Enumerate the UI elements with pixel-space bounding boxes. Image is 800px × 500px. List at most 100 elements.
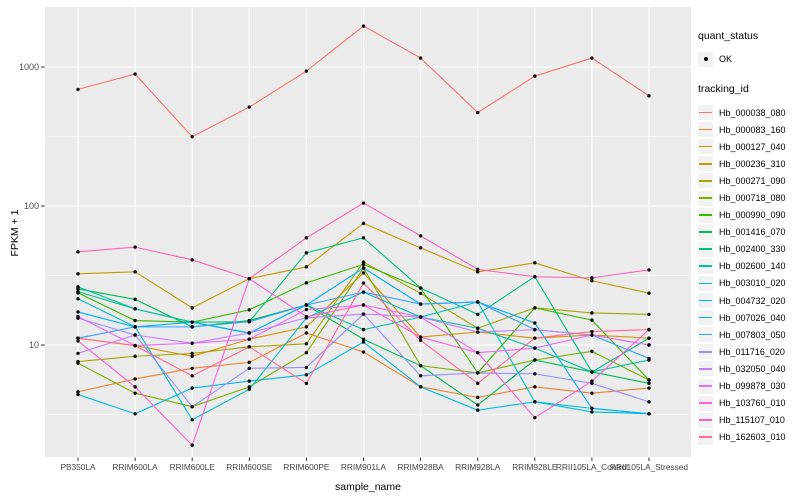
- legend-key-swatch: [698, 258, 713, 274]
- data-point: [590, 349, 594, 354]
- line-swatch-icon: [699, 162, 712, 165]
- data-point: [647, 381, 651, 386]
- legend-item-Hb_103760_010: Hb_103760_010: [698, 395, 798, 412]
- data-point: [476, 312, 480, 317]
- data-point: [361, 262, 366, 267]
- legend-item-label: Hb_000038_080: [719, 107, 786, 118]
- data-point: [476, 270, 480, 274]
- data-point: [533, 275, 537, 279]
- data-point: [476, 267, 480, 272]
- x-tick-label: PB350LA: [60, 462, 96, 472]
- legend-item-label: Hb_000083_160: [719, 124, 786, 135]
- data-point: [418, 234, 423, 238]
- legend-key-swatch: [698, 344, 713, 360]
- data-point: [190, 258, 194, 262]
- data-point: [247, 385, 251, 389]
- data-point: [133, 318, 137, 323]
- data-point: [304, 314, 309, 319]
- y-tick-label: 100: [24, 201, 39, 211]
- data-point: [76, 336, 80, 340]
- legend-key-swatch: [698, 429, 713, 445]
- data-point: [133, 377, 137, 381]
- legend-key-swatch: [698, 293, 713, 309]
- data-point: [361, 290, 366, 294]
- data-point: [190, 135, 194, 139]
- data-point: [247, 345, 251, 349]
- data-point: [476, 381, 480, 386]
- data-point: [190, 374, 194, 378]
- legend-key-swatch: [698, 139, 713, 155]
- legend-item-Hb_000038_080: Hb_000038_080: [698, 104, 798, 121]
- data-point: [533, 415, 537, 420]
- data-point: [247, 360, 251, 365]
- legend-key-swatch: [698, 395, 713, 411]
- legend: quant_status OK tracking_id Hb_000038_08…: [698, 30, 798, 446]
- legend-key-swatch: [698, 173, 713, 189]
- data-point: [590, 370, 594, 374]
- data-point: [590, 379, 594, 383]
- legend-item-label: Hb_000990_090: [719, 210, 786, 221]
- data-point: [533, 261, 537, 265]
- data-point: [190, 418, 194, 422]
- data-point: [133, 72, 137, 76]
- data-point: [590, 276, 594, 280]
- x-axis-title: sample_name: [335, 481, 401, 493]
- line-swatch-icon: [699, 265, 712, 268]
- line-swatch-icon: [699, 282, 712, 285]
- data-point: [76, 285, 80, 289]
- legend-title-tracking-id: tracking_id: [698, 83, 749, 95]
- line-swatch-icon: [699, 231, 712, 233]
- legend-item-Hb_000271_090: Hb_000271_090: [698, 172, 798, 189]
- data-point: [418, 302, 423, 306]
- data-point: [590, 333, 594, 337]
- legend-item-Hb_007026_040: Hb_007026_040: [698, 309, 798, 326]
- x-tick-label: RRIM600LA: [112, 462, 158, 472]
- data-point: [590, 311, 594, 315]
- y-axis-title: FPKM + 1: [9, 209, 21, 257]
- data-point: [133, 354, 137, 358]
- data-point: [590, 410, 594, 414]
- data-point: [247, 320, 251, 324]
- legend-item-Hb_000718_080: Hb_000718_080: [698, 189, 798, 206]
- legend-key-swatch: [698, 156, 713, 172]
- data-point: [361, 271, 366, 275]
- data-point: [533, 400, 537, 404]
- data-point: [476, 403, 480, 407]
- x-tick-label: RRIM928LE: [512, 462, 558, 472]
- data-point: [647, 343, 651, 347]
- legend-item-label: Hb_007026_040: [719, 312, 786, 323]
- data-point: [304, 365, 309, 370]
- legend-item-label: OK: [719, 54, 733, 64]
- data-point: [533, 358, 537, 362]
- legend-key-swatch: [698, 310, 713, 326]
- legend-tracking-list: Hb_000038_080 Hb_000083_160 Hb_000127_040 H…: [698, 104, 798, 446]
- x-tick-label: RRIM901LA: [341, 462, 387, 472]
- line-swatch-icon: [699, 128, 712, 131]
- data-point: [533, 306, 537, 310]
- legend-key-swatch: [698, 378, 713, 394]
- data-point: [361, 340, 366, 344]
- data-point: [418, 291, 423, 296]
- line-swatch-icon: [699, 214, 712, 216]
- data-point: [476, 300, 480, 304]
- data-point: [647, 356, 651, 361]
- data-point: [247, 366, 251, 370]
- data-point: [304, 69, 309, 73]
- legend-item-ok: OK: [698, 51, 798, 67]
- x-tick-label: RRII105LA_Stressed: [610, 462, 688, 472]
- legend-key-swatch: [698, 275, 713, 291]
- data-point: [533, 321, 537, 325]
- data-point: [76, 87, 80, 92]
- legend-title-quant-status: quant_status: [698, 30, 759, 42]
- legend-item-Hb_000990_090: Hb_000990_090: [698, 207, 798, 224]
- line-swatch-icon: [699, 111, 712, 114]
- data-point: [590, 279, 594, 283]
- data-point: [190, 351, 194, 356]
- data-point: [304, 251, 309, 255]
- data-point: [418, 56, 423, 60]
- line-swatch-icon: [699, 145, 712, 148]
- data-point: [304, 351, 309, 355]
- legend-item-label: Hb_004732_020: [719, 295, 786, 306]
- data-point: [247, 276, 251, 281]
